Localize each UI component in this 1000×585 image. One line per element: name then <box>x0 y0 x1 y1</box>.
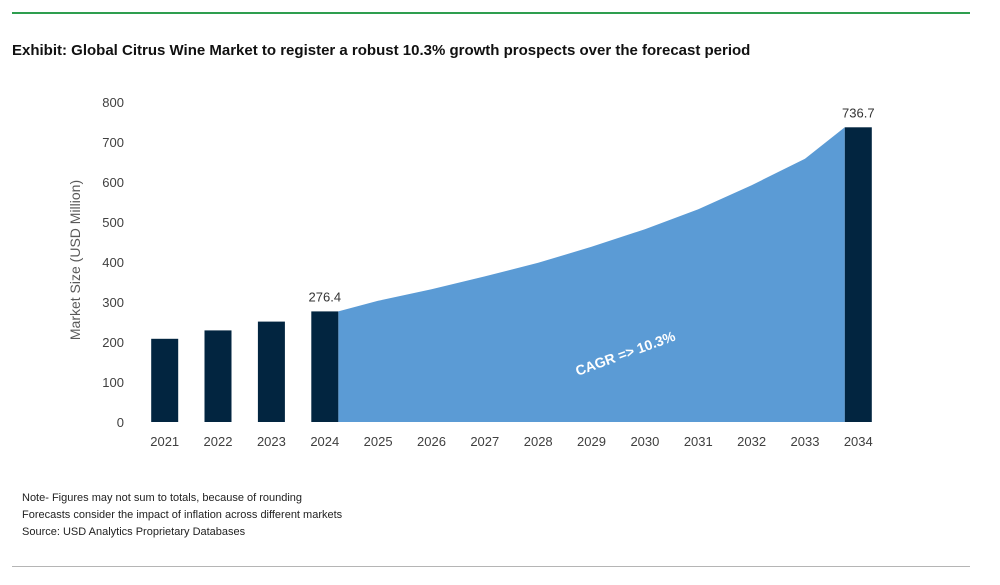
chart-title: Exhibit: Global Citrus Wine Market to re… <box>12 42 751 59</box>
x-tick-2023: 2023 <box>257 434 286 449</box>
footnotes: Note- Figures may not sum to totals, bec… <box>22 490 342 541</box>
x-tick-2033: 2033 <box>791 434 820 449</box>
y-tick-200: 200 <box>102 335 124 350</box>
y-tick-100: 100 <box>102 375 124 390</box>
x-tick-2029: 2029 <box>577 434 606 449</box>
area-layer <box>338 127 845 423</box>
bar-layer <box>151 127 872 423</box>
top-accent-line <box>12 12 970 14</box>
y-tick-500: 500 <box>102 215 124 230</box>
note-rounding: Note- Figures may not sum to totals, bec… <box>22 492 303 504</box>
bottom-divider <box>12 566 970 567</box>
note-inflation: Forecasts consider the impact of inflati… <box>22 509 343 521</box>
note-source: Source: USD Analytics Proprietary Databa… <box>22 526 246 538</box>
x-tick-2026: 2026 <box>417 434 446 449</box>
cagr-area <box>338 127 845 423</box>
y-tick-600: 600 <box>102 175 124 190</box>
bar-2021 <box>151 338 179 422</box>
x-tick-2034: 2034 <box>844 434 873 449</box>
x-tick-2031: 2031 <box>684 434 713 449</box>
label-layer: 276.4 736.7 <box>309 105 875 304</box>
y-axis-label: Market Size (USD Million) <box>67 180 83 340</box>
x-tick-2022: 2022 <box>204 434 233 449</box>
y-tick-800: 800 <box>102 95 124 110</box>
x-tick-2024: 2024 <box>310 434 339 449</box>
bar-2024 <box>311 311 339 422</box>
x-axis-ticks: 2021 2022 2023 2024 2025 2026 2027 2028 2029 2030… <box>150 434 873 449</box>
y-tick-0: 0 <box>117 415 124 430</box>
x-tick-2027: 2027 <box>470 434 499 449</box>
bar-2022 <box>204 330 232 422</box>
y-tick-300: 300 <box>102 295 124 310</box>
bar-2023 <box>257 321 285 422</box>
bar-2034 <box>844 127 872 423</box>
y-tick-400: 400 <box>102 255 124 270</box>
data-label-2034: 736.7 <box>842 105 875 120</box>
x-tick-2025: 2025 <box>364 434 393 449</box>
y-axis-ticks: 0 100 200 300 400 500 600 700 800 <box>102 95 124 430</box>
x-tick-2030: 2030 <box>630 434 659 449</box>
x-tick-2028: 2028 <box>524 434 553 449</box>
x-tick-2032: 2032 <box>737 434 766 449</box>
x-tick-2021: 2021 <box>150 434 179 449</box>
y-tick-700: 700 <box>102 135 124 150</box>
data-label-2024: 276.4 <box>309 289 342 304</box>
